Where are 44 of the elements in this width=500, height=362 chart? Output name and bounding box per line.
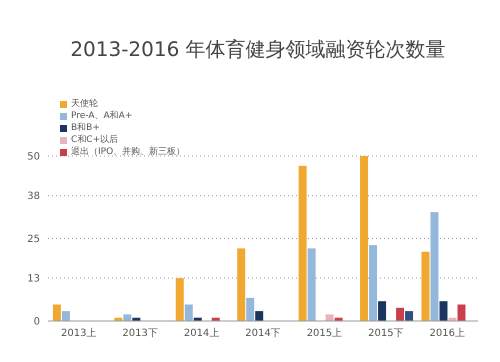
bar bbox=[176, 278, 184, 321]
bar bbox=[298, 166, 307, 321]
y-tick-label: 13 bbox=[27, 274, 40, 285]
x-tick-label: 2013下 bbox=[122, 328, 158, 340]
bar bbox=[255, 311, 264, 321]
bar bbox=[457, 304, 466, 321]
x-tick-label: 2013上 bbox=[60, 327, 96, 340]
y-tick-label: 25 bbox=[27, 234, 40, 246]
bar bbox=[194, 318, 202, 321]
bar bbox=[114, 318, 122, 321]
bar bbox=[246, 298, 254, 321]
x-tick-label: 2014上 bbox=[184, 327, 220, 340]
bar bbox=[123, 314, 132, 321]
bar bbox=[326, 314, 334, 321]
bar bbox=[184, 304, 193, 321]
bar bbox=[405, 311, 414, 321]
bar bbox=[369, 245, 378, 321]
bar bbox=[396, 308, 404, 321]
legend-label: C和C+以后 bbox=[71, 134, 118, 146]
legend-label: 退出（IPO、并购、新三板） bbox=[71, 146, 186, 158]
x-tick-label: 2015下 bbox=[368, 328, 404, 340]
bar bbox=[62, 311, 70, 321]
x-tick-label: 2016上 bbox=[430, 327, 466, 340]
y-tick-label: 0 bbox=[34, 316, 40, 328]
y-tick-label: 50 bbox=[27, 152, 40, 163]
bar bbox=[448, 318, 456, 321]
chart-title: 2013-2016 年体育健身领域融资轮次数量 bbox=[69, 36, 447, 63]
bar bbox=[360, 156, 368, 321]
x-tick-label: 2014下 bbox=[245, 328, 281, 340]
bar bbox=[378, 301, 386, 321]
bar bbox=[421, 252, 430, 321]
bar bbox=[212, 318, 220, 321]
bar bbox=[308, 248, 316, 321]
bar bbox=[430, 212, 438, 321]
bar bbox=[237, 248, 246, 321]
x-tick-label: 2015上 bbox=[306, 327, 342, 340]
bar bbox=[132, 318, 140, 321]
bar bbox=[334, 318, 343, 321]
bar bbox=[52, 304, 61, 321]
legend-label: Pre-A、A和A+ bbox=[71, 110, 132, 122]
bar bbox=[439, 301, 448, 321]
y-tick-label: 38 bbox=[27, 191, 40, 202]
legend-label: 天使轮 bbox=[71, 98, 98, 110]
legend-label: B和B+ bbox=[71, 122, 100, 134]
